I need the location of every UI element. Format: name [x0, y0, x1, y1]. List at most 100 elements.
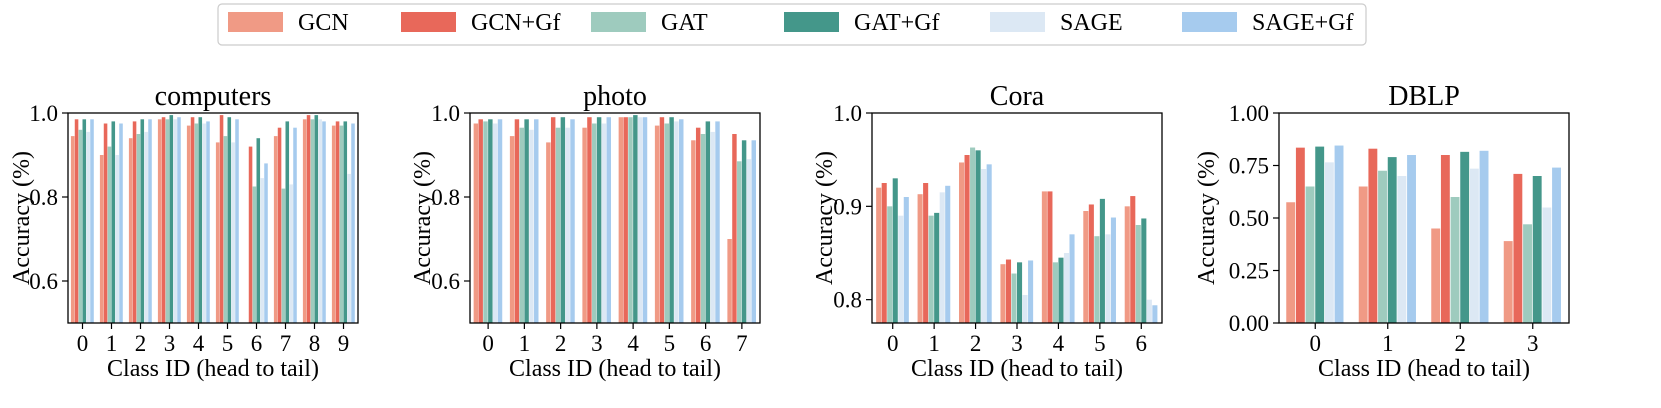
bar-gat-class-5: [1094, 236, 1100, 323]
bar-gat-class-4: [1052, 262, 1058, 323]
x-tick-label: 1: [1382, 331, 1394, 356]
x-tick-label: 0: [1310, 331, 1322, 356]
bar-gat-class-2: [970, 147, 976, 323]
bar-sage-gf-class-5: [1110, 217, 1116, 323]
bar-sage-gf-class-6: [1152, 305, 1158, 323]
x-tick-label: 7: [736, 331, 748, 356]
x-tick-label: 4: [193, 331, 205, 356]
bar-gcn-gf-class-0: [1295, 147, 1305, 323]
x-tick-label: 2: [555, 331, 567, 356]
bar-gcn-class-3: [1503, 241, 1513, 323]
bar-gcn-class-0: [876, 187, 882, 323]
bar-gat-gf-class-5: [1099, 198, 1105, 323]
x-tick-label: 6: [251, 331, 263, 356]
bar-gcn-class-1: [917, 194, 923, 323]
panel-title: photo: [583, 81, 647, 112]
legend-label-gcn: GCN: [298, 10, 349, 36]
legend-swatch-sage-gf: [1182, 12, 1237, 32]
bar-gcn-gf-class-2: [964, 155, 970, 323]
bar-gcn-gf-class-4: [190, 117, 195, 323]
bar-gcn-gf-class-4: [1047, 191, 1053, 323]
bar-gat-class-5: [664, 123, 669, 323]
bar-gat-class-4: [628, 117, 633, 323]
y-tick-label: 1.00: [1229, 101, 1269, 126]
x-tick-label: 4: [627, 331, 639, 356]
bar-gcn-class-5: [654, 125, 660, 323]
legend: GCN GCN+Gf GAT GAT+Gf SAGE SAGE+Gf: [217, 3, 1367, 46]
bar-gat-gf-class-1: [934, 212, 940, 323]
bar-sage-gf-class-0: [1334, 145, 1344, 323]
legend-label-sage-gf: SAGE+Gf: [1252, 10, 1354, 36]
bar-gcn-gf-class-0: [74, 119, 79, 323]
bar-sage-gf-class-5: [679, 119, 684, 323]
bar-gcn-class-1: [1358, 186, 1368, 323]
bar-sage-class-6: [710, 131, 715, 323]
bar-gat-gf-class-0: [892, 178, 898, 323]
x-tick-label: 2: [970, 331, 982, 356]
legend-swatch-gcn-gf: [401, 12, 456, 32]
x-tick-label: 6: [1136, 331, 1148, 356]
bar-gat-gf-class-9: [343, 121, 348, 324]
panel-dblp: DBLP Class ID (head to tail) Accuracy (%…: [1194, 81, 1570, 382]
bar-gat-class-6: [1135, 225, 1141, 323]
x-tick-label: 3: [1011, 331, 1023, 356]
legend-entry-gcn: GCN: [228, 10, 349, 36]
bar-sage-class-0: [1324, 162, 1334, 323]
y-tick-label: 0.75: [1229, 154, 1269, 179]
bar-gcn-class-5: [215, 142, 220, 323]
plot-area: 0.00 0.25 0.50 0.75 1.00 0 1 2 3: [1229, 101, 1570, 356]
bar-sage-gf-class-1: [119, 123, 123, 323]
bar-gat-gf-class-6: [1141, 218, 1147, 323]
bar-gcn-class-3: [157, 119, 162, 323]
bar-gat-gf-class-3: [1017, 262, 1023, 323]
bar-sage-class-5: [674, 121, 679, 324]
bar-gat-class-3: [592, 123, 597, 323]
bar-gcn-gf-class-4: [623, 117, 628, 323]
plot-area: 0.6 0.8 1.0 0 1 2 3 4 5 6 7 8 9: [29, 101, 359, 356]
bar-gcn-gf-class-3: [161, 117, 166, 323]
legend-swatch-gat-gf: [784, 12, 839, 32]
y-axis-label: Accuracy (%): [410, 151, 436, 285]
bar-sage-gf-class-4: [206, 121, 210, 324]
x-axis-label: Class ID (head to tail): [911, 356, 1123, 382]
bar-gcn-gf-class-5: [659, 117, 665, 323]
bar-gcn-gf-class-9: [335, 121, 340, 324]
panel-cora: Cora Class ID (head to tail) Accuracy (%…: [812, 81, 1163, 382]
bar-sage-gf-class-1: [945, 185, 951, 323]
bar-sage-gf-class-3: [1552, 167, 1561, 323]
y-tick-label: 0.8: [833, 288, 862, 313]
x-tick-label: 2: [135, 331, 147, 356]
x-tick-label: 3: [164, 331, 176, 356]
bar-sage-class-1: [939, 192, 945, 323]
bar-gcn-class-6: [691, 140, 696, 323]
bar-sage-gf-class-4: [1069, 234, 1075, 323]
plot-area: 0.8 0.9 1.0 0 1 2 3 4 5 6: [833, 101, 1163, 356]
y-tick-label: 1.0: [431, 101, 460, 126]
bar-gcn-gf-class-1: [1368, 148, 1378, 323]
y-axis-label: Accuracy (%): [812, 151, 838, 285]
bar-sage-gf-class-2: [148, 119, 152, 323]
legend-label-gat: GAT: [661, 10, 708, 36]
bar-gat-gf-class-2: [1460, 151, 1470, 323]
bar-sage-class-4: [202, 123, 206, 323]
bar-sage-class-4: [637, 117, 643, 323]
bar-sage-class-2: [981, 169, 987, 323]
bar-gat-gf-class-3: [596, 117, 602, 323]
bar-gat-class-3: [165, 119, 170, 323]
bar-gcn-class-6: [1124, 206, 1130, 323]
bar-gcn-class-5: [1083, 211, 1089, 323]
legend-entry-sage: SAGE: [990, 10, 1123, 36]
bar-sage-gf-class-5: [235, 119, 239, 323]
bar-gat-class-1: [519, 127, 524, 323]
x-tick-label: 1: [519, 331, 531, 356]
bar-sage-class-2: [144, 131, 148, 323]
bar-sage-class-3: [1542, 207, 1552, 323]
x-tick-label: 5: [664, 331, 676, 356]
bar-sage-class-2: [1469, 168, 1479, 323]
x-tick-label: 0: [77, 331, 89, 356]
bar-sage-class-6: [1146, 299, 1152, 323]
bar-gat-class-9: [339, 125, 344, 323]
axes-frame: [469, 112, 761, 324]
bar-gcn-gf-class-2: [550, 117, 556, 323]
bar-gcn-class-4: [1041, 191, 1047, 323]
